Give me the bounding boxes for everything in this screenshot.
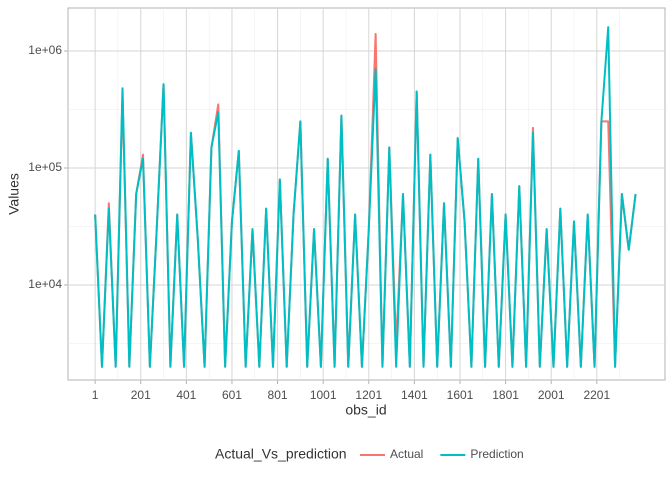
x-tick-label: 1601 — [447, 388, 474, 402]
y-axis-title: Values — [6, 173, 22, 215]
y-tick-label: 1e+06 — [28, 43, 62, 57]
x-axis-title: obs_id — [345, 402, 386, 418]
x-tick-label: 801 — [268, 388, 288, 402]
y-tick-label: 1e+04 — [28, 277, 62, 291]
x-tick-label: 201 — [131, 388, 151, 402]
x-tick-label: 401 — [176, 388, 196, 402]
x-tick-label: 2201 — [583, 388, 610, 402]
legend-title: Actual_Vs_prediction — [215, 446, 347, 462]
x-tick-label: 1001 — [310, 388, 337, 402]
legend-label: Prediction — [470, 447, 523, 461]
x-tick-label: 1801 — [492, 388, 519, 402]
x-tick-label: 1201 — [355, 388, 382, 402]
x-tick-label: 601 — [222, 388, 242, 402]
legend-label: Actual — [390, 447, 423, 461]
x-tick-label: 1 — [92, 388, 99, 402]
x-tick-label: 1401 — [401, 388, 428, 402]
x-tick-label: 2001 — [538, 388, 565, 402]
y-tick-label: 1e+05 — [28, 160, 62, 174]
line-series — [94, 26, 637, 368]
